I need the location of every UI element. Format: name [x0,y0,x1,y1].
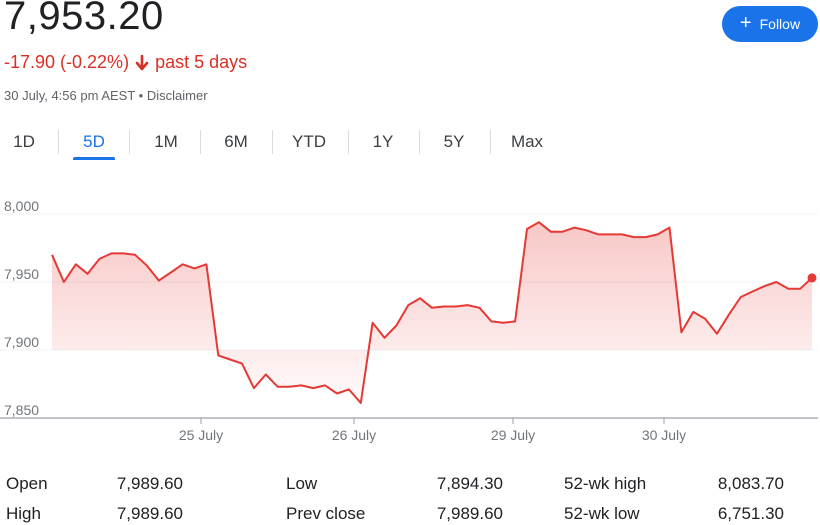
change-value: -17.90 (-0.22%) [4,52,130,72]
tab-1m[interactable]: 1M [146,122,186,162]
tab-label: 1Y [372,132,394,151]
x-tick-label: 29 July [491,427,535,443]
tab-divider [419,130,420,154]
follow-label: Follow [759,16,801,32]
x-axis: 25 July 26 July 29 July 30 July [179,418,686,443]
tab-label: 1M [154,132,178,151]
tab-divider [129,130,130,154]
x-tick-label: 30 July [642,427,686,443]
meta-separator: • [138,88,144,103]
arrow-down-icon [135,54,149,70]
price-area [52,222,812,403]
price-change: -17.90 (-0.22%) past 5 days [4,52,247,73]
tab-5y[interactable]: 5Y [434,122,474,162]
stat-label-high: High [6,504,41,523]
stat-value-high: 7,989.60 [116,504,183,523]
change-period: past 5 days [155,52,248,72]
price-chart[interactable]: 8,000 7,950 7,900 7,850 25 July 26 July 29 Ju… [0,195,820,455]
tab-5d[interactable]: 5D [73,122,115,162]
stat-value-prev-close: 7,989.60 [436,504,503,523]
tab-divider [272,130,273,154]
range-tabs: 1D 5D 1M 6M YTD 1Y 5Y Max [0,122,820,162]
tab-divider [348,130,349,154]
y-tick-label: 7,950 [4,266,39,282]
quote-meta: 30 July, 4:56 pm AEST • Disclaimer [4,88,208,103]
last-price-dot [807,273,817,283]
stat-label-prev-close: Prev close [286,504,366,523]
disclaimer-link[interactable]: Disclaimer [146,88,208,103]
tab-divider [490,130,491,154]
y-axis-labels: 8,000 7,950 7,900 7,850 [4,198,39,418]
stat-label-52wk-low: 52-wk low [564,504,640,523]
follow-button[interactable]: + Follow [722,6,818,42]
tab-label: 1D [13,132,35,151]
stat-value-52wk-low: 6,751.30 [717,504,784,523]
tab-1y[interactable]: 1Y [363,122,403,162]
y-tick-label: 7,900 [4,334,39,350]
tab-label: YTD [292,132,326,151]
tab-divider [58,130,59,154]
tab-ytd[interactable]: YTD [286,122,332,162]
stat-label-52wk-high: 52-wk high [564,474,647,493]
stat-value-open: 7,989.60 [116,474,183,493]
tab-6m[interactable]: 6M [216,122,256,162]
y-tick-label: 8,000 [4,198,39,214]
x-tick-label: 26 July [332,427,376,443]
tab-label: 5Y [443,132,465,151]
current-price: 7,953.20 [4,0,164,38]
price-line [51,221,813,404]
tab-label: Max [510,132,544,151]
tab-max[interactable]: Max [505,122,549,162]
stat-value-52wk-high: 8,083.70 [717,474,784,493]
plus-icon: + [739,12,752,34]
tab-label: 6M [224,132,248,151]
tab-1d[interactable]: 1D [4,122,44,162]
x-tick-label: 25 July [179,427,223,443]
y-tick-label: 7,850 [4,402,39,418]
tab-divider [200,130,201,154]
tab-label: 5D [83,132,105,151]
stat-value-low: 7,894.30 [436,474,503,493]
stat-label-low: Low [286,474,318,493]
stat-label-open: Open [6,474,48,493]
quote-timestamp: 30 July, 4:56 pm AEST [4,88,136,103]
